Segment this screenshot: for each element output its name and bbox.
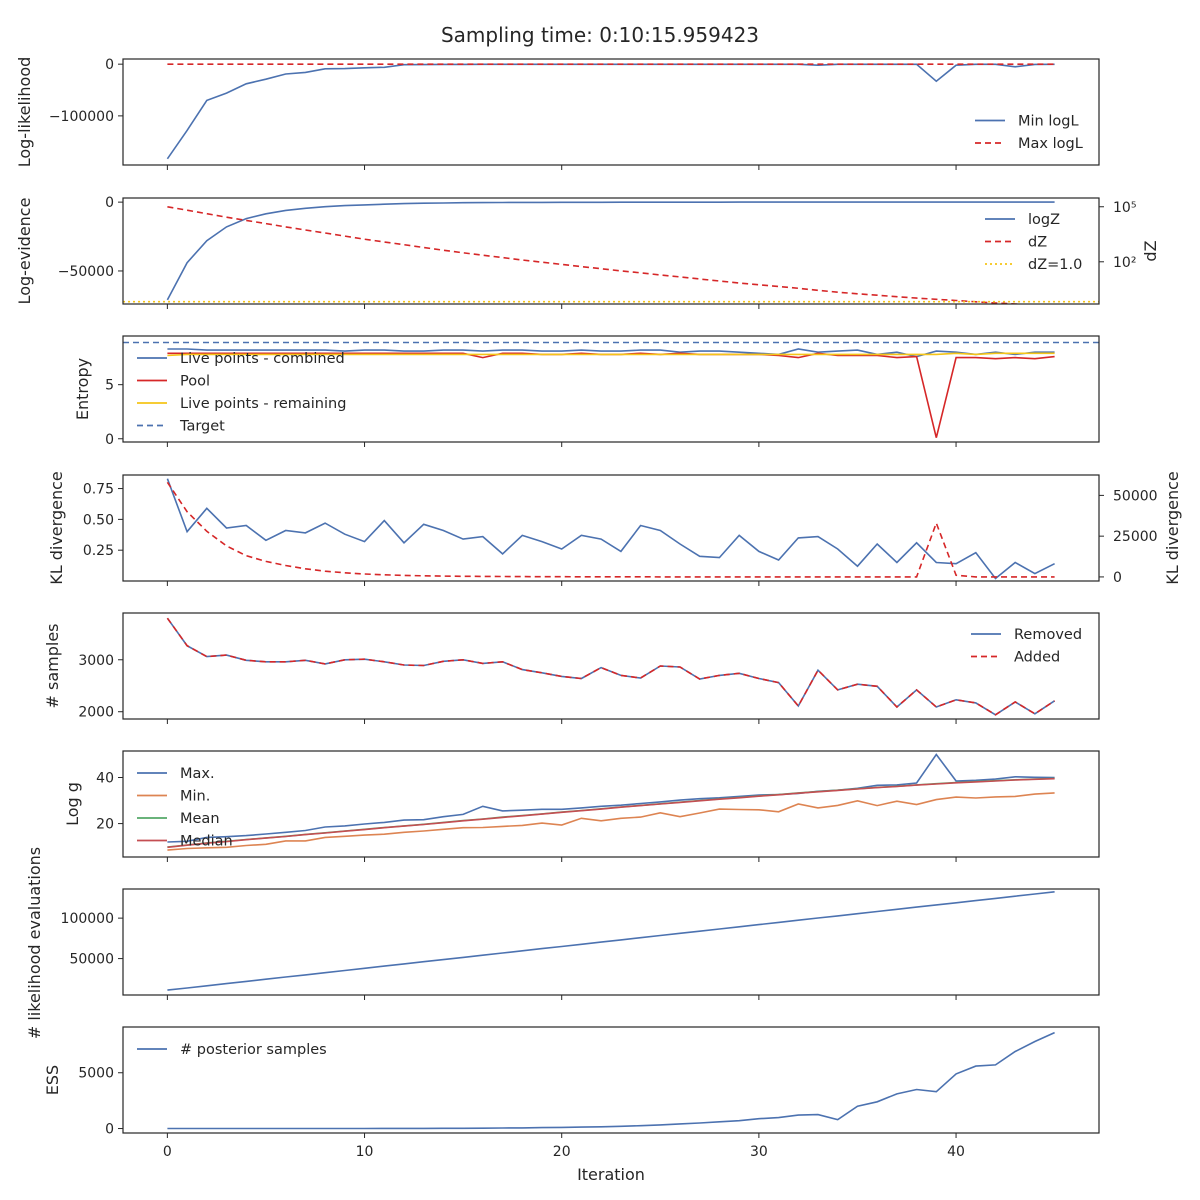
y-tick-label-kl-0: 0.25 — [83, 543, 114, 559]
x-tick-label-3: 30 — [750, 1144, 768, 1160]
x-tick-label-4: 40 — [947, 1144, 965, 1160]
y-axis-label-ess: ESS — [43, 1065, 62, 1095]
panel-loglike: 0 −100000 Log-likelihood Min logL Max logL — [15, 57, 1100, 170]
legend-label-logevidence-2: dZ=1.0 — [1028, 257, 1082, 273]
series-line-kl-1 — [166, 481, 1055, 578]
y-axis-label-logevidence: Log-evidence — [15, 198, 34, 305]
legend-label-entropy-0: Live points - combined — [180, 351, 345, 367]
panel-kl: 0.25 0.50 0.75 0 25000 50000 KL divergence KL d… — [47, 471, 1182, 586]
legend-label-loglike-0: Min logL — [1018, 114, 1079, 130]
series-line-likeevals-0 — [167, 891, 1055, 991]
panel-ess: 0 5000 0 10 20 30 40 ESS # posterior samples — [43, 1026, 1100, 1160]
figure-title: Sampling time: 0:10:15.959423 — [441, 23, 759, 47]
y-tick-label-loglike-1: −100000 — [49, 109, 114, 125]
y-tick-label-loglike-0: 0 — [105, 57, 114, 73]
legend-label-logg-1: Min. — [180, 789, 210, 805]
axes-frame-ess — [122, 1026, 1100, 1134]
y2-tick-label-kl-2: 50000 — [1113, 488, 1158, 504]
series-line-logg-3 — [167, 777, 1055, 849]
y-axis-label-likeevals: # likelihood evaluations — [25, 847, 44, 1039]
y-tick-label-logg-1: 40 — [96, 771, 114, 787]
legend-label-ess-0: # posterior samples — [180, 1042, 327, 1058]
y-axis-label-logg: Log g — [63, 782, 82, 826]
series-line-logevidence-0 — [166, 201, 1055, 301]
y-tick-label-logevidence-1: −50000 — [58, 264, 114, 280]
axes-frame-entropy — [122, 335, 1100, 443]
x-axis-label: Iteration — [577, 1165, 645, 1184]
series-line-logevidence-1 — [167, 206, 1029, 304]
legend-label-logevidence-1: dZ — [1028, 235, 1047, 251]
panel-samples: 2000 3000 # samples Removed Added — [43, 612, 1100, 724]
y-tick-label-logevidence-0: 0 — [105, 195, 114, 211]
y-axis-label-kl: KL divergence — [47, 471, 66, 584]
series-line-kl-0 — [166, 478, 1055, 580]
axes-frame-logg — [122, 750, 1100, 858]
y2-axis-label-kl: KL divergence — [1163, 471, 1182, 584]
y-tick-label-ess-0: 0 — [105, 1122, 114, 1138]
series-line-logg-1 — [167, 792, 1055, 851]
y-tick-label-samples-0: 2000 — [78, 705, 114, 721]
panel-likeevals: 50000 100000 # likelihood evaluations — [25, 847, 1100, 1039]
y-tick-label-ess-1: 5000 — [78, 1066, 114, 1082]
series-line-logg-0 — [167, 753, 1055, 843]
series-line-entropy-2 — [167, 352, 1055, 357]
axes-frame-samples — [122, 612, 1100, 720]
legend-label-logevidence-0: logZ — [1028, 212, 1060, 228]
axes-frame-likeevals — [122, 888, 1100, 996]
legend-label-samples-1: Added — [1014, 650, 1060, 666]
legend-label-entropy-3: Target — [179, 419, 225, 435]
axes-frame-kl — [122, 474, 1100, 582]
y-tick-label-kl-2: 0.75 — [83, 482, 114, 498]
legend-label-logg-2: Mean — [180, 811, 220, 827]
legend-label-entropy-1: Pool — [180, 374, 210, 390]
panel-logg: 20 40 Log g Max. Min. Mean Median — [63, 750, 1100, 862]
y2-tick-label-logevidence-0: 10² — [1113, 255, 1136, 271]
y-tick-label-likeevals-1: 100000 — [61, 911, 114, 927]
x-tick-label-2: 20 — [553, 1144, 571, 1160]
panel-entropy: 0 5 Entropy Live points - combined Pool Live … — [73, 335, 1100, 448]
axes-frame-logevidence — [122, 197, 1100, 305]
y-tick-label-samples-1: 3000 — [78, 653, 114, 669]
y-tick-label-entropy-1: 5 — [105, 378, 114, 394]
axes-frame-loglike — [122, 58, 1100, 166]
y-tick-label-kl-1: 0.50 — [83, 512, 114, 528]
panel-logevidence: 0 −50000 10² 10⁵ Log-evidence dZ logZ dZ dZ=1.0 — [15, 195, 1160, 309]
series-line-ess-0 — [167, 1031, 1055, 1130]
y-tick-label-likeevals-0: 50000 — [69, 952, 114, 968]
legend-label-entropy-2: Live points - remaining — [180, 396, 346, 412]
y2-axis-label-logevidence: dZ — [1141, 240, 1160, 261]
y-tick-label-logg-0: 20 — [96, 817, 114, 833]
legend-label-logg-3: Median — [180, 834, 233, 850]
y2-tick-label-kl-0: 0 — [1113, 570, 1122, 586]
legend-label-loglike-1: Max logL — [1018, 136, 1083, 152]
y2-tick-label-logevidence-1: 10⁵ — [1113, 200, 1136, 216]
y2-tick-label-kl-1: 25000 — [1113, 529, 1158, 545]
y-axis-label-samples: # samples — [43, 624, 62, 709]
x-tick-label-0: 0 — [163, 1144, 172, 1160]
y-axis-label-loglike: Log-likelihood — [15, 57, 34, 168]
y-axis-label-entropy: Entropy — [73, 358, 92, 420]
series-line-samples-1 — [166, 617, 1056, 716]
y-tick-label-entropy-0: 0 — [105, 432, 114, 448]
legend-label-samples-0: Removed — [1014, 627, 1082, 643]
x-tick-label-1: 10 — [356, 1144, 374, 1160]
legend-label-logg-0: Max. — [180, 766, 215, 782]
